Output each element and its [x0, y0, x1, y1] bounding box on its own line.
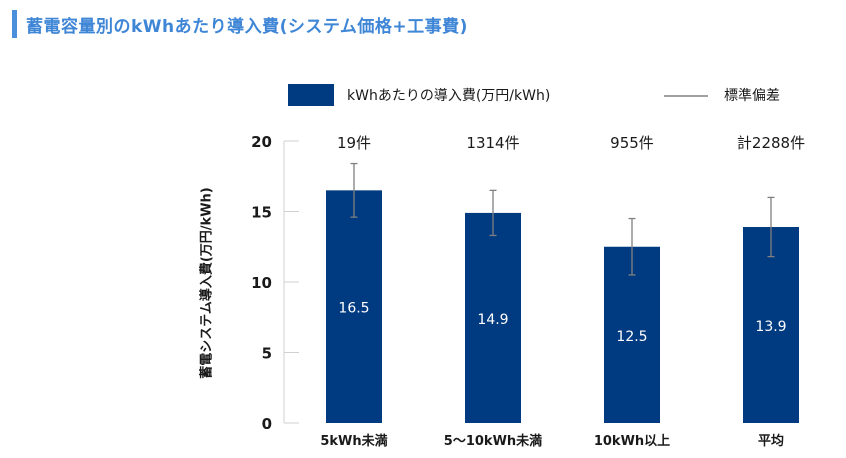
- y-tick-label: 15: [251, 204, 272, 222]
- count-label: 19件: [337, 134, 371, 152]
- count-label: 955件: [610, 134, 654, 152]
- y-tick-label: 20: [251, 133, 272, 151]
- chart-title: 蓄電容量別のkWhあたり導入費(システム価格+工事費): [26, 16, 468, 37]
- legend-label-error: 標準偏差: [724, 88, 780, 104]
- x-tick-label: 平均: [758, 433, 784, 449]
- count-label: 計2288件: [737, 134, 805, 152]
- bar-value-label: 14.9: [477, 312, 508, 328]
- y-tick-label: 5: [262, 345, 272, 363]
- legend-swatch-bar: [288, 84, 334, 106]
- bar: [326, 190, 382, 423]
- x-tick-label: 10kWh以上: [594, 434, 670, 449]
- count-label: 1314件: [466, 134, 519, 152]
- title-accent-bar: [12, 10, 17, 38]
- bar-value-label: 16.5: [338, 301, 369, 317]
- bar-value-label: 13.9: [755, 319, 786, 335]
- page-title: 蓄電容量別のkWhあたり導入費(システム価格+工事費): [12, 10, 468, 38]
- bar-value-label: 12.5: [616, 329, 647, 345]
- x-tick-label: 5〜10kWh未満: [444, 433, 542, 449]
- x-tick-label: 5kWh未満: [320, 433, 387, 449]
- bars-group: 16.5 19件 5kWh未満 14.9 1314件 5〜10kWh未満 12.5 955件 1…: [320, 134, 805, 449]
- y-tick-label: 10: [251, 274, 272, 292]
- y-axis-title: 蓄電システム導入費(万円/kWh): [199, 187, 215, 379]
- y-tick-label: 0: [262, 415, 272, 433]
- bar: [465, 212, 521, 423]
- y-axis: 0 5 10 15 20: [251, 133, 299, 433]
- legend-label-bar: kWhあたりの導入費(万円/kWh): [347, 88, 550, 104]
- bar: [743, 227, 799, 423]
- bar: [604, 246, 660, 423]
